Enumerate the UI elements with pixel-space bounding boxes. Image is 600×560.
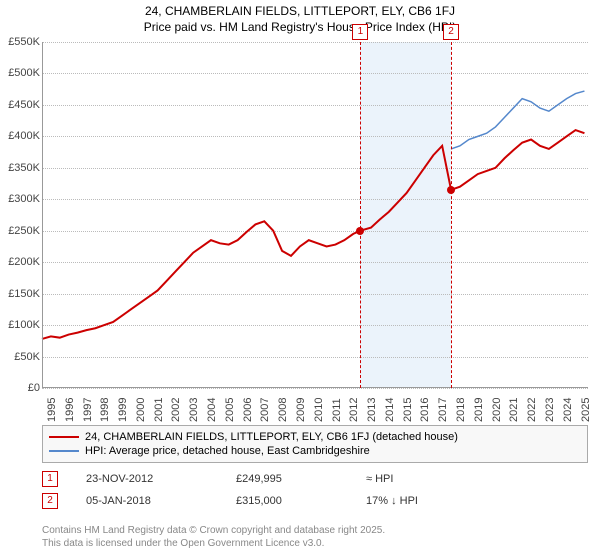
legend-swatch-0 [49, 436, 79, 438]
footer: Contains HM Land Registry data © Crown c… [42, 524, 385, 550]
sales-row-1: 2 05-JAN-2018 £315,000 17% ↓ HPI [42, 490, 418, 512]
x-axis-line [42, 387, 588, 388]
title-line-1: 24, CHAMBERLAIN FIELDS, LITTLEPORT, ELY,… [0, 0, 600, 18]
legend-label-0: 24, CHAMBERLAIN FIELDS, LITTLEPORT, ELY,… [85, 431, 458, 443]
sales-date-0: 23-NOV-2012 [86, 473, 236, 485]
legend-row-0: 24, CHAMBERLAIN FIELDS, LITTLEPORT, ELY,… [49, 430, 581, 444]
y-axis-line [42, 42, 43, 388]
legend-swatch-1 [49, 450, 79, 452]
sales-date-1: 05-JAN-2018 [86, 495, 236, 507]
footer-line-2: This data is licensed under the Open Gov… [42, 537, 385, 550]
title-line-2: Price paid vs. HM Land Registry's House … [0, 18, 600, 34]
legend-row-1: HPI: Average price, detached house, East… [49, 444, 581, 458]
sales-delta-0: ≈ HPI [366, 473, 393, 485]
sales-num-0: 1 [42, 471, 58, 487]
line-series-svg [42, 42, 588, 388]
legend-label-1: HPI: Average price, detached house, East… [85, 445, 370, 457]
sales-price-0: £249,995 [236, 473, 366, 485]
sales-row-0: 1 23-NOV-2012 £249,995 ≈ HPI [42, 468, 418, 490]
plot-area [42, 42, 588, 388]
footer-line-1: Contains HM Land Registry data © Crown c… [42, 524, 385, 537]
sales-table: 1 23-NOV-2012 £249,995 ≈ HPI 2 05-JAN-20… [42, 468, 418, 512]
chart-container: 24, CHAMBERLAIN FIELDS, LITTLEPORT, ELY,… [0, 0, 600, 560]
sales-price-1: £315,000 [236, 495, 366, 507]
sales-delta-1: 17% ↓ HPI [366, 495, 418, 507]
legend: 24, CHAMBERLAIN FIELDS, LITTLEPORT, ELY,… [42, 425, 588, 463]
sales-num-1: 2 [42, 493, 58, 509]
